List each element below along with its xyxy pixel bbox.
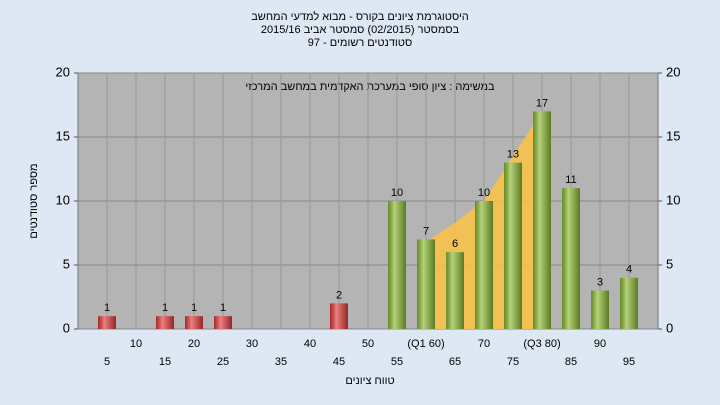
- y-tick-label: 10: [56, 192, 70, 207]
- bar-shade: [533, 111, 551, 330]
- chart-title: היסטוגרמת ציונים בקורס - מבוא למדעי המחש…: [251, 10, 469, 23]
- y-tick-label: 15: [56, 128, 70, 143]
- bar-shade: [446, 252, 464, 329]
- value-label: 1: [104, 302, 110, 314]
- chart-subtitle: בסמסטר (02/2015) סמסטר אביב 2015/16: [261, 24, 460, 36]
- value-label: 1: [162, 302, 168, 314]
- chart-subtitle: סטודנטים רשומים - 97: [308, 37, 412, 49]
- y-axis-label: מספר סטודנטים: [28, 163, 40, 238]
- bar-shade: [98, 316, 116, 329]
- bar-shade: [562, 188, 580, 329]
- x-tick-label: 5: [104, 356, 110, 368]
- x-tick-label: 20: [188, 338, 200, 350]
- value-label: 2: [336, 289, 342, 301]
- x-axis-label: טווח ציונים: [345, 375, 394, 387]
- bar-shade: [214, 316, 232, 329]
- x-tick-label: 70: [478, 338, 490, 350]
- x-tick-label: (Q3 80): [523, 338, 560, 350]
- x-tick-label: 10: [130, 338, 142, 350]
- bar-shade: [504, 162, 522, 329]
- x-tick-label: 25: [217, 356, 229, 368]
- bar-shade: [156, 316, 174, 329]
- x-tick-label: 90: [594, 338, 606, 350]
- x-tick-label: 30: [246, 338, 258, 350]
- value-label: 17: [536, 97, 548, 109]
- x-tick-label: 85: [565, 356, 577, 368]
- value-label: 1: [191, 302, 197, 314]
- value-label: 7: [423, 225, 429, 237]
- bar-shade: [591, 290, 609, 329]
- y2-tick-label: 5: [666, 256, 673, 271]
- x-tick-label: 45: [333, 356, 345, 368]
- y-tick-label: 0: [63, 320, 70, 335]
- y2-tick-label: 15: [666, 128, 680, 143]
- x-tick-label: 35: [275, 356, 287, 368]
- y2-tick-label: 10: [666, 192, 680, 207]
- value-label: 6: [452, 238, 458, 250]
- x-tick-label: 40: [304, 338, 316, 350]
- value-label: 13: [507, 149, 519, 161]
- y-tick-label: 5: [63, 256, 70, 271]
- x-tick-label: 50: [362, 338, 374, 350]
- annotation: במשימה : ציון סופי במערכת האקדמית במחשב …: [245, 81, 495, 93]
- y2-tick-label: 20: [666, 64, 680, 79]
- value-label: 4: [626, 264, 632, 276]
- value-label: 3: [597, 277, 603, 289]
- value-label: 1: [220, 302, 226, 314]
- value-label: 10: [391, 187, 403, 199]
- bar-shade: [620, 277, 638, 329]
- y2-tick-label: 0: [666, 320, 673, 335]
- bar-shade: [388, 201, 406, 329]
- bar-shade: [185, 316, 203, 329]
- value-label: 11: [565, 174, 576, 186]
- x-tick-label: (Q1 60): [407, 338, 444, 350]
- y-tick-label: 20: [56, 64, 70, 79]
- bar-shade: [330, 303, 348, 329]
- x-tick-label: 15: [159, 356, 171, 368]
- value-label: 10: [478, 187, 490, 199]
- bar-shade: [475, 201, 493, 329]
- bar-shade: [417, 239, 435, 329]
- x-tick-label: 95: [623, 356, 635, 368]
- x-tick-label: 55: [391, 356, 403, 368]
- x-tick-label: 65: [449, 356, 461, 368]
- x-tick-label: 75: [507, 356, 519, 368]
